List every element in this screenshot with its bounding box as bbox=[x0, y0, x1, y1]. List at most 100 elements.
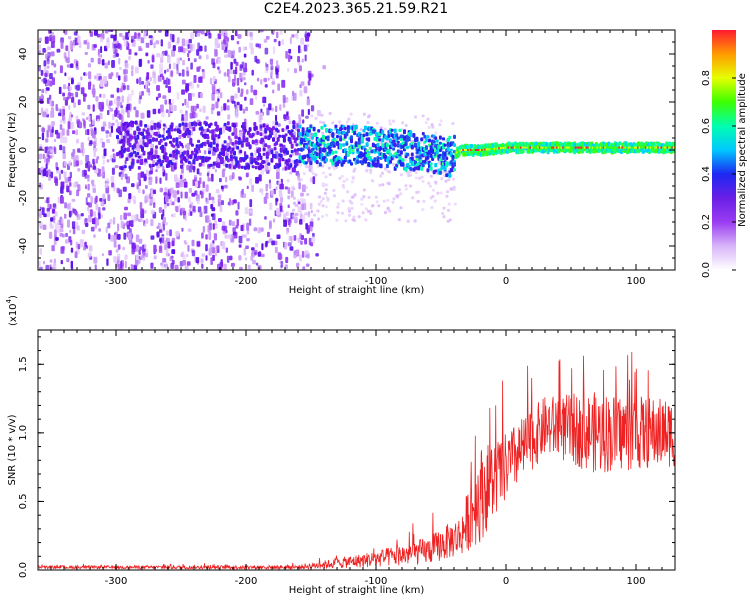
heatmap-cell bbox=[262, 123, 266, 128]
heatmap-peak bbox=[665, 146, 668, 149]
heatmap-peak bbox=[555, 146, 558, 149]
colorbar-label: Normalized spectral amplitude bbox=[737, 73, 748, 227]
heatmap-cell bbox=[53, 240, 57, 246]
heatmap-cell bbox=[120, 220, 124, 229]
heatmap-cell bbox=[138, 138, 143, 147]
heatmap-cell bbox=[157, 108, 161, 114]
heatmap-cell bbox=[354, 124, 358, 129]
heatmap-cell bbox=[351, 175, 355, 179]
y-tick-label: 20 bbox=[18, 96, 29, 109]
heatmap-cell bbox=[58, 173, 61, 180]
heatmap-cell bbox=[143, 30, 147, 35]
heatmap-cell bbox=[261, 137, 265, 143]
heatmap-cell bbox=[73, 31, 78, 36]
heatmap-cell bbox=[167, 131, 171, 136]
heatmap-cell bbox=[53, 146, 56, 152]
heatmap-peak bbox=[531, 146, 533, 149]
heatmap-cell bbox=[245, 172, 250, 177]
heatmap-cell bbox=[149, 77, 152, 82]
heatmap-cell bbox=[337, 120, 341, 124]
heatmap-cell bbox=[62, 146, 66, 154]
heatmap-cell bbox=[87, 183, 90, 191]
heatmap-cell bbox=[232, 221, 235, 227]
heatmap-cells bbox=[38, 30, 675, 270]
heatmap-cell bbox=[244, 96, 247, 101]
heatmap-cell bbox=[211, 103, 215, 111]
heatmap-cell bbox=[223, 39, 226, 45]
heatmap-cell bbox=[239, 104, 243, 111]
heatmap-cell bbox=[442, 146, 445, 150]
heatmap-cell bbox=[271, 240, 275, 246]
heatmap-cell bbox=[231, 147, 235, 151]
heatmap-cell bbox=[85, 222, 89, 227]
heatmap-cell bbox=[233, 150, 236, 156]
heatmap-cell bbox=[310, 114, 314, 118]
heatmap-peak bbox=[563, 146, 566, 149]
heatmap-cell bbox=[317, 129, 321, 133]
heatmap-cell bbox=[271, 77, 275, 82]
heatmap-cell bbox=[237, 201, 240, 210]
heatmap-cell bbox=[351, 177, 355, 181]
x-tick-label: -300 bbox=[105, 576, 128, 587]
heatmap-cell bbox=[219, 205, 223, 213]
heatmap-peak bbox=[627, 146, 630, 149]
heatmap-cell bbox=[412, 133, 416, 138]
heatmap-peak bbox=[632, 146, 635, 149]
heatmap-cell bbox=[314, 173, 318, 177]
heatmap-cell bbox=[220, 200, 224, 206]
heatmap-cell bbox=[105, 130, 110, 134]
heatmap-cell bbox=[369, 212, 373, 215]
heatmap-cell bbox=[56, 170, 60, 174]
heatmap-peak bbox=[610, 146, 613, 149]
heatmap-cell bbox=[167, 238, 171, 242]
heatmap-cell bbox=[55, 104, 58, 111]
heatmap-cell bbox=[89, 31, 94, 37]
heatmap-cell bbox=[220, 185, 224, 190]
heatmap-cell bbox=[439, 191, 443, 195]
heatmap-cell bbox=[171, 98, 174, 105]
heatmap-peak bbox=[527, 146, 530, 149]
heatmap-cell bbox=[54, 211, 58, 217]
heatmap-cell bbox=[440, 165, 444, 170]
heatmap-cell bbox=[167, 53, 170, 58]
heatmap-cell bbox=[92, 158, 95, 165]
heatmap-cell bbox=[223, 263, 227, 270]
heatmap-cell bbox=[254, 149, 257, 157]
heatmap-cell bbox=[199, 211, 203, 217]
heatmap-cell bbox=[127, 127, 131, 131]
heatmap-cell bbox=[264, 135, 268, 140]
heatmap-cell bbox=[93, 256, 98, 264]
heatmap-cell bbox=[124, 206, 128, 211]
heatmap-cell bbox=[83, 246, 86, 251]
heatmap-cell bbox=[142, 189, 145, 195]
x-tick-label: 0 bbox=[503, 276, 509, 287]
heatmap-cell bbox=[618, 141, 622, 146]
heatmap-cell bbox=[171, 237, 176, 242]
heatmap-cell bbox=[186, 101, 190, 108]
heatmap-cell bbox=[176, 150, 180, 155]
heatmap-cell bbox=[75, 91, 79, 98]
heatmap-cell bbox=[60, 135, 64, 144]
heatmap-cell bbox=[403, 129, 406, 135]
heatmap-cell bbox=[78, 41, 82, 49]
heatmap-cell bbox=[240, 165, 244, 169]
heatmap-cell bbox=[277, 123, 281, 127]
heatmap-peak bbox=[669, 146, 672, 149]
heatmap-cell bbox=[43, 77, 47, 84]
heatmap-cell bbox=[41, 127, 45, 133]
heatmap-cell bbox=[222, 150, 226, 156]
heatmap-peak bbox=[618, 146, 621, 149]
heatmap-cell bbox=[75, 129, 78, 136]
heatmap-cell bbox=[338, 120, 342, 124]
heatmap-cell bbox=[223, 122, 227, 127]
heatmap-peak bbox=[573, 146, 576, 149]
heatmap-peak bbox=[623, 146, 625, 149]
heatmap-cell bbox=[237, 87, 240, 93]
heatmap-cell bbox=[95, 158, 98, 164]
heatmap-cell bbox=[141, 91, 144, 96]
heatmap-cell bbox=[39, 206, 42, 210]
heatmap-cell bbox=[206, 172, 210, 177]
heatmap-peak bbox=[518, 146, 521, 149]
heatmap-cell bbox=[118, 75, 121, 81]
heatmap-peak bbox=[351, 149, 355, 152]
